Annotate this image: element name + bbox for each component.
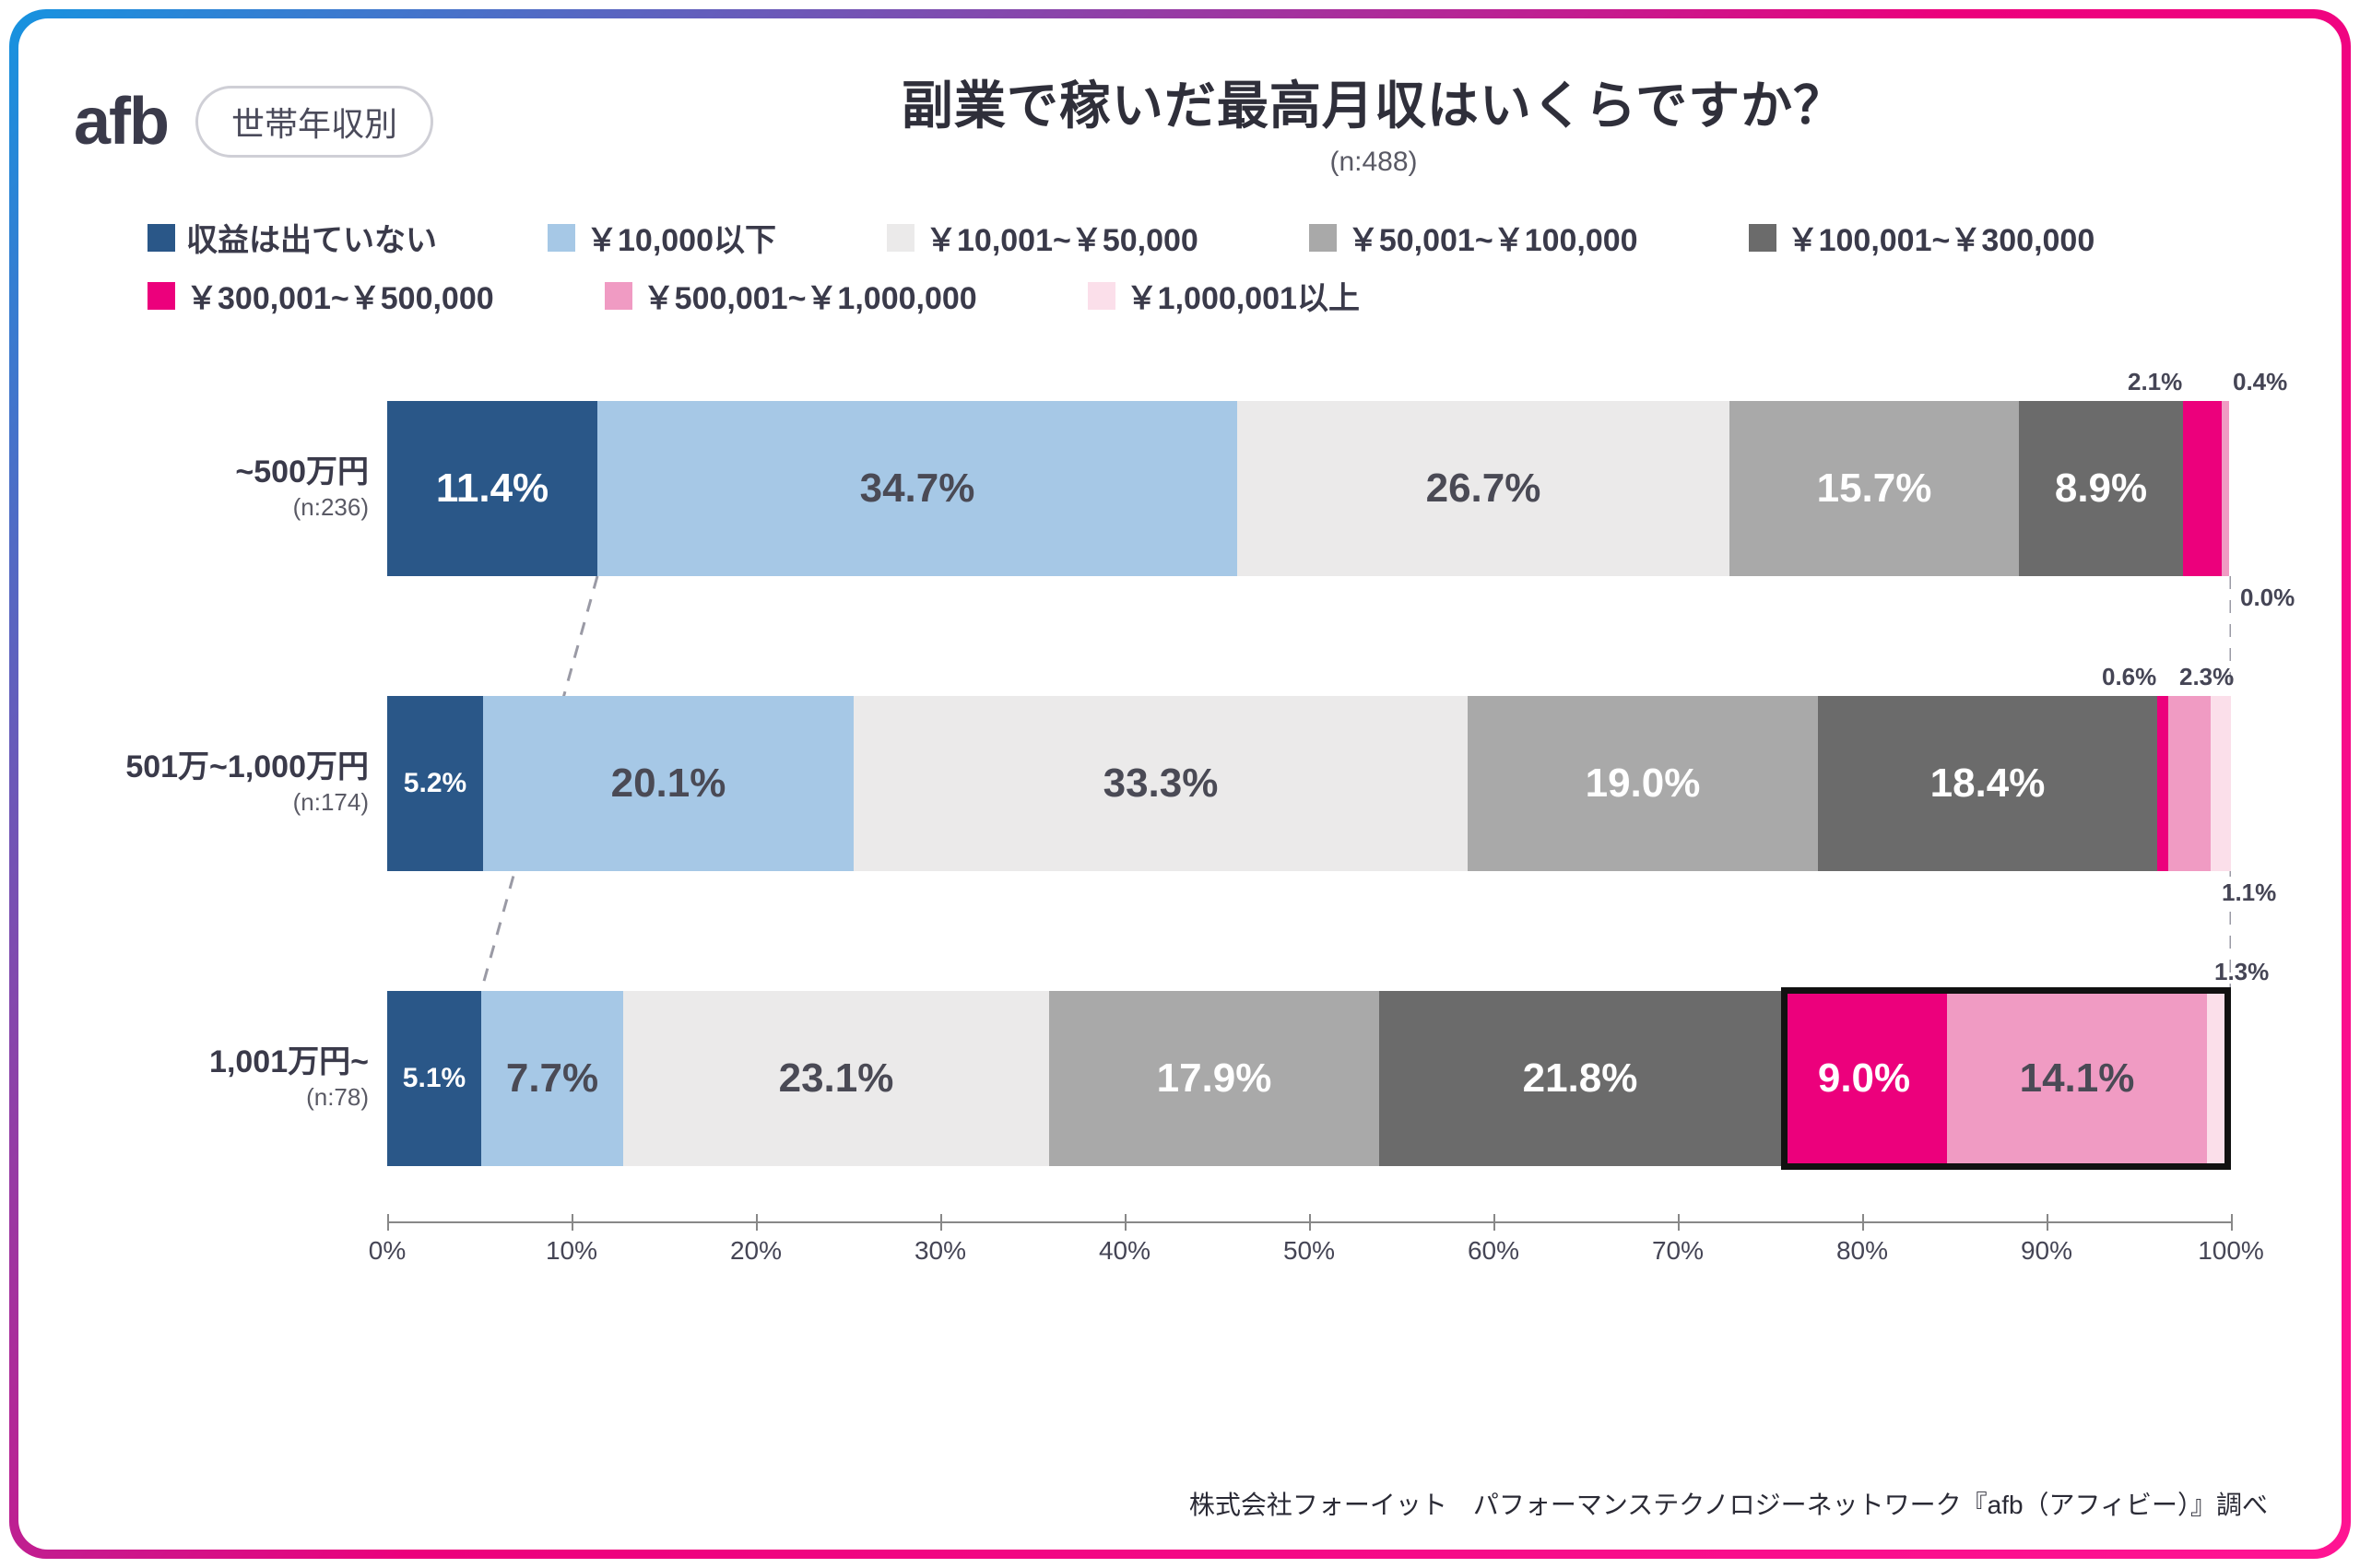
bar-segment: 19.0% [1468,696,1818,871]
axis-tick [1862,1214,1864,1231]
axis-tick-label: 100% [2198,1236,2264,1266]
bar-segment: 7.7% [481,991,623,1166]
legend-swatch [548,224,575,252]
bar-segment: 2.1% [2183,401,2222,576]
bar-segment: 8.9% [2019,401,2183,576]
title-block: 副業で稼いだ最高月収はいくらですか？ (n:488) [461,65,2286,178]
axis-tick-label: 30% [914,1236,966,1266]
axis-tick-label: 0% [369,1236,406,1266]
legend-label: 収益は出ていない [186,215,437,260]
legend-swatch [148,224,175,252]
chart-subtitle: (n:488) [461,147,2286,178]
bar-segment: 21.8% [1379,991,1781,1166]
header: afb 世帯年収別 副業で稼いだ最高月収はいくらですか？ (n:488) [74,65,2286,178]
stacked-bar: 5.2%20.1%33.3%19.0%18.4%0.6%2.3%1.1% [387,696,2231,871]
chart-card: afb 世帯年収別 副業で稼いだ最高月収はいくらですか？ (n:488) 収益は… [18,18,2342,1550]
chart-title: 副業で稼いだ最高月収はいくらですか？ [461,65,2286,139]
legend-item: ￥1,000,001以上 [1088,273,1360,318]
legend-item: ￥10,001~￥50,000 [887,215,1198,260]
callout-label: 1.3% [2214,958,2269,986]
axis-tick [940,1214,942,1231]
bar-segment: 9.0% [1781,991,1947,1166]
chart-area: ~500万円(n:236)11.4%34.7%26.7%15.7%8.9%2.1… [387,346,2231,1360]
legend-item: ￥500,001~￥1,000,000 [605,273,977,318]
axis-tick-label: 10% [546,1236,597,1266]
legend-swatch [1309,224,1337,252]
stacked-bar: 5.1%7.7%23.1%17.9%21.8%9.0%14.1%1.3% [387,991,2231,1166]
legend-item: ￥50,001~￥100,000 [1309,215,1638,260]
legend-label: ￥500,001~￥1,000,000 [643,273,977,318]
axis-tick [2047,1214,2048,1231]
callout-label: 2.1% [2128,368,2182,396]
category-pill: 世帯年収別 [195,86,433,158]
bar-segment: 33.3% [854,696,1468,871]
legend-item: ￥100,001~￥300,000 [1749,215,2095,260]
axis-tick-label: 70% [1652,1236,1704,1266]
callout-label: 0.6% [2102,663,2156,691]
legend-item: ￥300,001~￥500,000 [148,273,494,318]
axis-tick [387,1214,389,1231]
legend-label: ￥1,000,001以上 [1127,273,1360,318]
row-label: 1,001万円~(n:78) [83,1042,387,1114]
axis-tick [756,1214,758,1231]
bar-segment: 18.4% [1818,696,2157,871]
legend-label: ￥300,001~￥500,000 [186,273,494,318]
row-label: 501万~1,000万円(n:174) [83,747,387,819]
axis-tick-label: 90% [2021,1236,2072,1266]
stacked-bar: 11.4%34.7%26.7%15.7%8.9%2.1%0.4%0.0% [387,401,2231,576]
bar-segment: 5.1% [387,991,481,1166]
logo: afb [74,84,168,159]
legend-swatch [887,224,914,252]
legend-label: ￥100,001~￥300,000 [1788,215,2095,260]
axis-tick [1309,1214,1311,1231]
legend-swatch [1088,282,1115,310]
bar-segment: 1.3% [2207,991,2231,1166]
axis-tick [1678,1214,1680,1231]
axis-tick [2231,1214,2233,1231]
axis-tick-label: 80% [1836,1236,1888,1266]
row-label: ~500万円(n:236) [83,452,387,524]
bar-segment: 34.7% [597,401,1237,576]
axis-tick [1493,1214,1495,1231]
axis-tick-label: 40% [1099,1236,1150,1266]
bar-segment: 23.1% [623,991,1049,1166]
callout-label: 2.3% [2179,663,2234,691]
bar-segment: 17.9% [1049,991,1379,1166]
bar-segment: 0.4% [2222,401,2229,576]
legend-swatch [605,282,632,310]
legend-item: 収益は出ていない [148,215,437,260]
legend-item: ￥10,000以下 [548,215,776,260]
bar-segment: 14.1% [1947,991,2207,1166]
legend-swatch [148,282,175,310]
legend-label: ￥10,000以下 [586,215,776,260]
axis-tick-label: 60% [1468,1236,1519,1266]
callout-label: 1.1% [2222,878,2276,907]
bar-segment: 0.6% [2157,696,2168,871]
callout-label: 0.4% [2233,368,2287,396]
legend: 収益は出ていない ￥10,000以下 ￥10,001~￥50,000 ￥50,001~… [148,215,2286,318]
legend-label: ￥10,001~￥50,000 [926,215,1198,260]
bar-segment: 11.4% [387,401,597,576]
bar-segment: 5.2% [387,696,483,871]
legend-swatch [1749,224,1776,252]
axis-tick-label: 20% [730,1236,782,1266]
gradient-frame: afb 世帯年収別 副業で稼いだ最高月収はいくらですか？ (n:488) 収益は… [9,9,2351,1559]
callout-label: 0.0% [2240,584,2295,612]
bar-segment: 15.7% [1729,401,2019,576]
bar-segment: 26.7% [1237,401,1729,576]
bar-segment: 1.1% [2211,696,2231,871]
bar-segment: 2.3% [2168,696,2211,871]
legend-label: ￥50,001~￥100,000 [1348,215,1638,260]
bar-segment: 20.1% [483,696,854,871]
axis-tick [1125,1214,1127,1231]
axis-tick [572,1214,573,1231]
axis-tick-label: 50% [1283,1236,1335,1266]
x-axis: 0%10%20%30%40%50%60%70%80%90%100% [387,1221,2231,1267]
footer-credit: 株式会社フォーイット パフォーマンステクノロジーネットワーク『afb（アフィビー… [1189,1485,2268,1522]
